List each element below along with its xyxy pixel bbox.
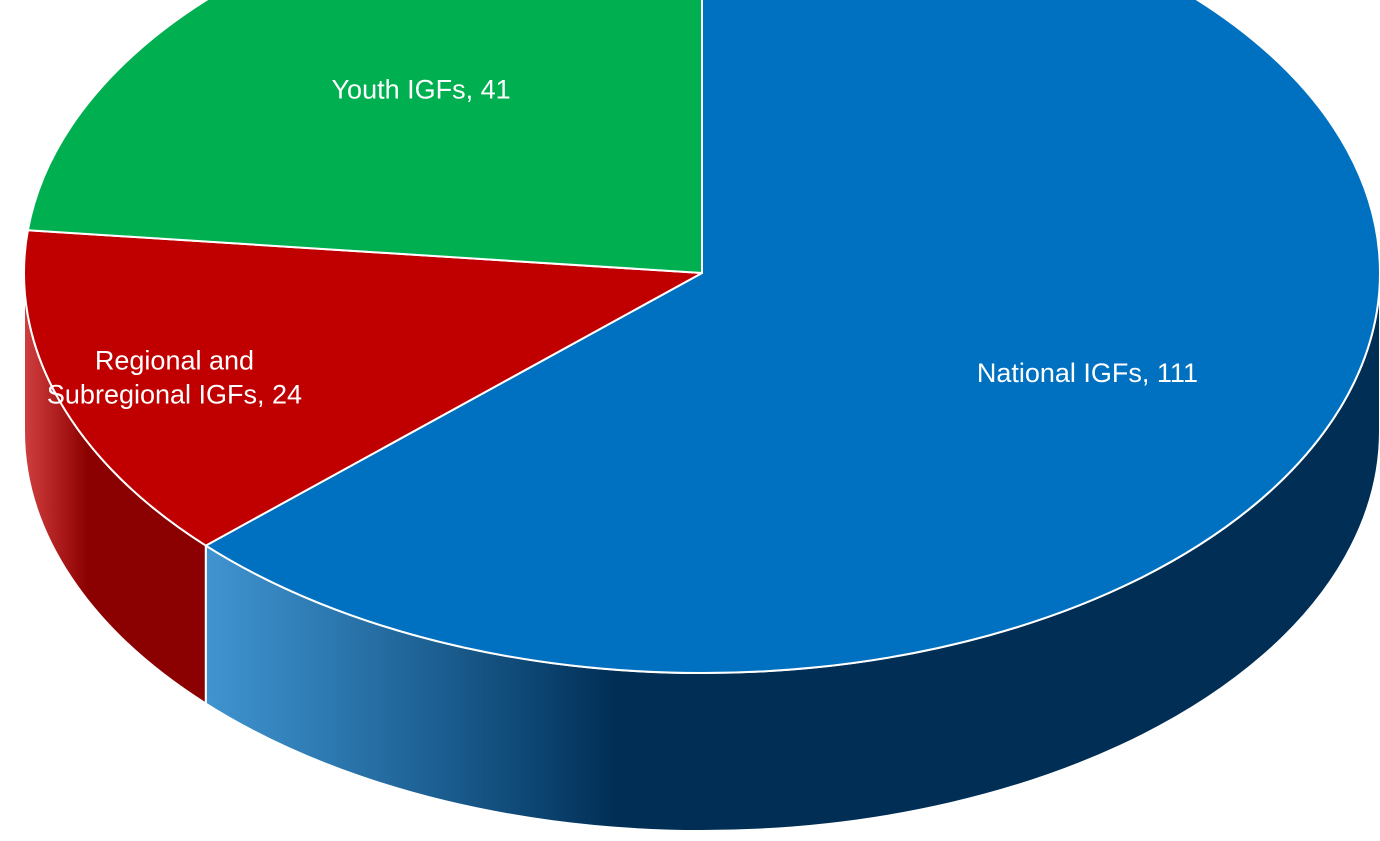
- pie-label-layer: National IGFs, 111 Regional and Subregiona…: [47, 75, 1198, 410]
- slice-label-line: Regional and: [95, 346, 254, 376]
- slice-label-youth-igfs: Youth IGFs, 41: [332, 75, 511, 105]
- pie-top-layer: [23, 0, 1380, 674]
- slice-label-line: Subregional IGFs, 24: [47, 380, 302, 410]
- slice-label-line: Youth IGFs, 41: [332, 75, 511, 105]
- pie-slice-youth-igfs: [26, 0, 703, 274]
- slice-label-regional-and-subregional-igfs: Regional and Subregional IGFs, 24: [47, 346, 302, 410]
- slice-label-national-igfs: National IGFs, 111: [977, 358, 1198, 388]
- pie-slice-regional-and-subregional-igfs: [23, 229, 703, 547]
- slice-label-line: National IGFs, 111: [977, 358, 1198, 388]
- pie-slice-national-igfs: [204, 0, 1380, 674]
